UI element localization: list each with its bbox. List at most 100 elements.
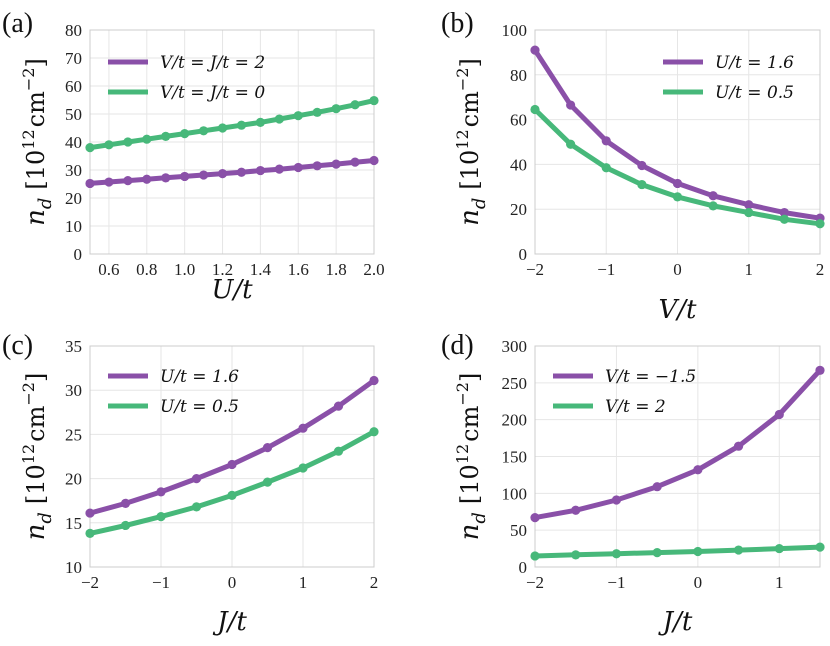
y-axis-label-exp1: 12 — [453, 129, 472, 149]
data-point-green — [123, 137, 133, 147]
legend-entry: V/t = J/t = 0 — [160, 83, 265, 103]
y-tick-label: 25 — [65, 425, 82, 444]
y-axis-label-sub: d — [469, 198, 490, 210]
data-point-green — [274, 114, 284, 124]
data-point-green — [779, 214, 789, 224]
x-tick-label: 0.8 — [136, 260, 157, 279]
y-axis-label-mid: cm — [456, 91, 484, 127]
data-point-purple — [571, 505, 581, 515]
y-axis-label-exp1: 12 — [19, 129, 38, 149]
y-axis-label-sym: n — [21, 209, 51, 226]
y-tick-label: 60 — [65, 77, 82, 96]
panel-label: (c) — [2, 330, 33, 361]
data-point-purple — [611, 495, 622, 505]
data-point-green — [530, 104, 540, 115]
legend-entry: U/t = 0.5 — [160, 397, 239, 417]
x-tick-label: −2 — [526, 260, 544, 279]
data-point-green — [312, 107, 322, 117]
y-axis-label-sym: n — [455, 524, 485, 541]
y-tick-label: 30 — [65, 161, 82, 180]
x-axis-label: J/t — [212, 607, 247, 637]
y-axis-label-exp2: −2 — [453, 68, 472, 92]
data-point-purple — [199, 170, 209, 180]
plot-frame — [534, 29, 821, 255]
x-axis-label: U/t — [211, 275, 253, 305]
data-point-green — [815, 219, 825, 229]
data-point-green — [672, 192, 683, 202]
y-tick-label: 30 — [65, 381, 82, 400]
legend-entry: V/t = 2 — [605, 397, 666, 417]
y-tick-label: 10 — [65, 217, 82, 236]
y-axis-label-sym: n — [21, 524, 51, 541]
data-point-purple — [161, 173, 171, 183]
series-line-green — [532, 544, 823, 559]
y-axis-label-post: ] — [456, 58, 484, 67]
y-tick-label: 200 — [502, 411, 528, 430]
legend-entry: V/t = J/t = 2 — [160, 53, 265, 73]
data-point-green — [85, 528, 95, 539]
x-tick-label: 1.8 — [326, 260, 347, 279]
y-axis-label: nd [1012 cm−2] — [19, 373, 56, 541]
x-tick-label: 1 — [745, 260, 754, 279]
data-point-purple — [815, 365, 825, 375]
y-axis-label-sub: d — [35, 512, 56, 524]
data-point-purple — [236, 167, 247, 177]
plot-frame — [534, 345, 821, 568]
data-point-purple — [637, 160, 647, 171]
data-point-green — [236, 120, 247, 130]
data-point-green — [566, 139, 576, 149]
y-tick-label: 0 — [74, 245, 83, 264]
data-point-green — [120, 520, 131, 531]
data-point-purple — [708, 191, 718, 201]
y-tick-label: 60 — [510, 111, 527, 130]
chart-panel-a: 0 10 20 30 40 50 60 70 80 0.6 0.8 1.0 1.2 1.4 1.6 1.8 2.… — [2, 8, 385, 305]
data-point-purple — [369, 155, 379, 166]
data-point-purple — [774, 409, 784, 420]
y-tick-label: 20 — [65, 189, 82, 208]
data-point-purple — [180, 171, 190, 182]
y-tick-label: 80 — [65, 21, 82, 40]
x-axis-label: J/t — [658, 607, 693, 637]
panel-label: (b) — [441, 8, 474, 39]
data-point-green — [530, 551, 540, 561]
x-tick-label: −2 — [81, 573, 99, 592]
data-point-purple — [85, 178, 95, 189]
data-point-purple — [733, 441, 744, 451]
x-tick-label: 1.0 — [174, 260, 195, 279]
y-axis-label-post: ] — [22, 58, 50, 67]
y-axis-label: nd [1012 cm−2] — [453, 373, 490, 541]
data-point-purple — [369, 375, 379, 386]
x-axis-label: V/t — [659, 295, 698, 325]
series-line-purple — [87, 158, 377, 186]
data-point-green — [333, 446, 344, 456]
x-tick-label: −1 — [607, 573, 625, 592]
data-point-purple — [312, 161, 322, 171]
x-tick-label: 1 — [775, 573, 784, 592]
y-tick-label: 40 — [65, 133, 82, 152]
data-point-green — [693, 546, 703, 557]
data-point-purple — [120, 498, 131, 508]
x-tick-label: 1.2 — [212, 260, 233, 279]
data-point-purple — [672, 178, 683, 189]
data-point-purple — [156, 487, 166, 497]
chart-panel-d: 0 50 100 150 200 250 300 −2 −1 0 1 V/t = −1.5 V/t = … — [441, 330, 825, 637]
x-tick-label: 2 — [370, 573, 379, 592]
x-tick-label: 1.4 — [250, 260, 272, 279]
data-point-green — [369, 427, 379, 437]
y-axis-label-exp1: 12 — [19, 444, 38, 464]
y-tick-label: 0 — [519, 245, 528, 264]
y-axis-label-sym: n — [455, 209, 485, 226]
data-point-green — [293, 111, 303, 121]
y-axis-label-mid: cm — [22, 405, 50, 441]
y-tick-label: 20 — [510, 200, 527, 219]
data-point-green — [815, 542, 825, 552]
y-tick-label: 100 — [502, 484, 528, 503]
y-tick-label: 250 — [502, 374, 528, 393]
y-tick-label: 20 — [65, 470, 82, 489]
data-point-purple — [350, 157, 360, 167]
y-axis-label-post: ] — [22, 373, 50, 382]
legend-entry: V/t = −1.5 — [605, 367, 696, 387]
x-tick-label: −1 — [152, 573, 170, 592]
y-axis-label-mid: cm — [456, 405, 484, 441]
